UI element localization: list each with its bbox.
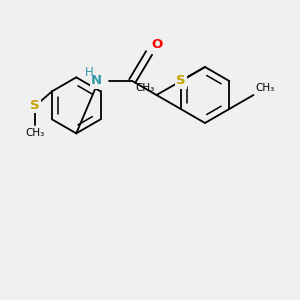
Text: CH₃: CH₃ <box>256 83 275 93</box>
Text: CH₃: CH₃ <box>135 83 154 93</box>
Text: CH₃: CH₃ <box>26 128 45 138</box>
Text: H: H <box>85 67 94 80</box>
Text: O: O <box>151 38 162 51</box>
Text: S: S <box>176 74 186 88</box>
Text: N: N <box>91 74 102 88</box>
Text: S: S <box>30 99 40 112</box>
